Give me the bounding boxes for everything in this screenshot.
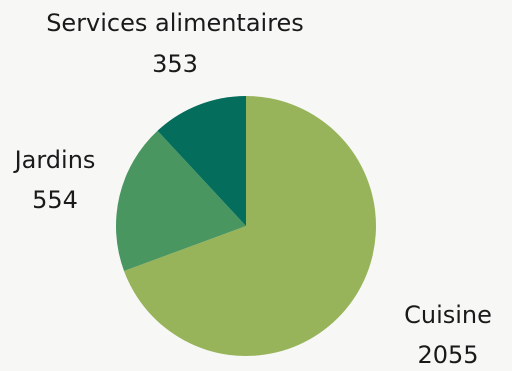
pie-slice-jardins: [115, 130, 247, 271]
slice-label-jardins: Jardins: [13, 146, 96, 174]
pie-slice-services-alimentaires: [157, 95, 246, 226]
slice-label-services-alimentaires: Services alimentaires: [46, 9, 304, 37]
pie-slice-cuisine: [124, 96, 376, 356]
pie-slices: [115, 95, 376, 356]
slice-label-cuisine: Cuisine: [404, 301, 492, 329]
slice-value-services-alimentaires: 353: [152, 50, 198, 78]
slice-value-cuisine: 2055: [417, 341, 478, 369]
slice-value-jardins: 554: [32, 186, 78, 214]
